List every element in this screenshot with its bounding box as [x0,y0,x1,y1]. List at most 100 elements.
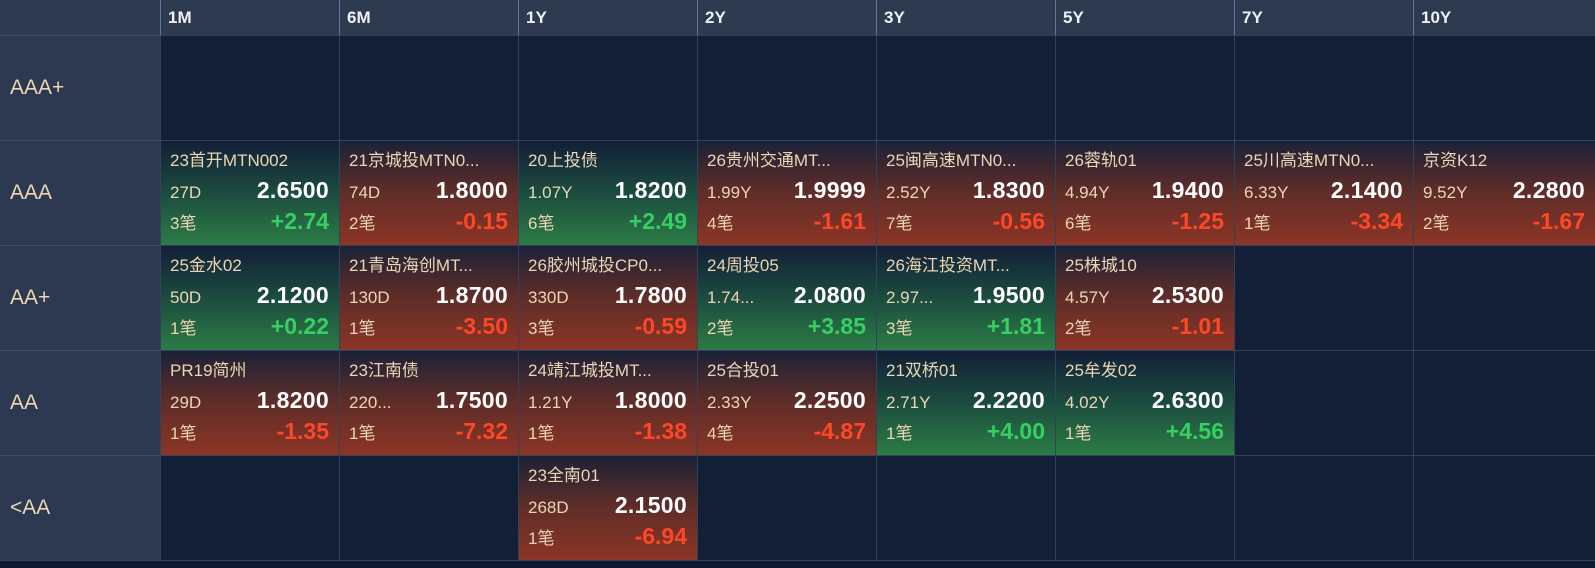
trade-count: 1笔 [349,424,376,443]
bond-cell[interactable]: 26胶州城投CP0... 330D 1.7800 3笔 -0.59 [518,245,697,350]
bond-name: 21京城投MTN0... [349,151,480,170]
bond-cell[interactable]: 23全南01 268D 2.1500 1笔 -6.94 [518,455,697,560]
column-header-10y: 10Y [1413,0,1595,35]
bond-change-line: 1笔 -1.35 [170,418,329,449]
trade-count: 1笔 [349,319,376,338]
change-value: -1.01 [1171,313,1224,339]
bond-cell[interactable]: 25合投01 2.33Y 2.2500 4笔 -4.87 [697,350,876,455]
bond-term: 50D [170,288,202,307]
bond-cell[interactable]: 21京城投MTN0... 74D 1.8000 2笔 -0.15 [339,140,518,245]
bond-cell[interactable]: 24靖江城投MT... 1.21Y 1.8000 1笔 -1.38 [518,350,697,455]
bond-cell[interactable]: 京资K12 9.52Y 2.2800 2笔 -1.67 [1413,140,1595,245]
bond-change-line: 1笔 -1.38 [528,418,687,449]
bond-yield-value: 1.9400 [1151,177,1224,203]
trade-count: 6笔 [1065,214,1092,233]
bond-change-line: 2笔 -0.15 [349,208,508,239]
empty-cell [160,455,339,560]
trade-count: 1笔 [1244,214,1271,233]
trade-count: 1笔 [528,424,555,443]
bond-value-line: 2.97... 1.9500 [886,282,1045,313]
trade-count: 3笔 [170,214,197,233]
bond-cell[interactable]: 23江南债 220... 1.7500 1笔 -7.32 [339,350,518,455]
bond-cell[interactable]: 24周投05 1.74... 2.0800 2笔 +3.85 [697,245,876,350]
bond-change-line: 2笔 -1.67 [1423,208,1585,239]
trade-count: 7笔 [886,214,913,233]
trade-count: 1笔 [1065,424,1092,443]
bond-cell[interactable]: 20上投债 1.07Y 1.8200 6笔 +2.49 [518,140,697,245]
bond-name: 24靖江城投MT... [528,361,652,380]
empty-cell [160,35,339,140]
bond-value-line: 1.07Y 1.8200 [528,177,687,208]
trade-count: 1笔 [170,319,197,338]
bond-name: 24周投05 [707,256,779,275]
bond-yield-value: 2.2800 [1512,177,1585,203]
bond-yield-value: 2.1500 [614,492,687,518]
trade-count: 2笔 [1423,214,1450,233]
bond-cell[interactable]: 26贵州交通MT... 1.99Y 1.9999 4笔 -1.61 [697,140,876,245]
bond-change-line: 7笔 -0.56 [886,208,1045,239]
bond-change-line: 1笔 +4.56 [1065,418,1224,449]
trade-count: 1笔 [886,424,913,443]
bond-name: 26蓉轨01 [1065,151,1137,170]
bond-value-line: 130D 1.8700 [349,282,508,313]
bond-cell[interactable]: 25川高速MTN0... 6.33Y 2.1400 1笔 -3.34 [1234,140,1413,245]
bond-yield-value: 2.2500 [793,387,866,413]
bond-name: 23首开MTN002 [170,151,289,170]
bond-change-line: 4笔 -4.87 [707,418,866,449]
bond-cell[interactable]: 25闽高速MTN0... 2.52Y 1.8300 7笔 -0.56 [876,140,1055,245]
bond-cell[interactable]: 26蓉轨01 4.94Y 1.9400 6笔 -1.25 [1055,140,1234,245]
bond-yield-value: 2.5300 [1151,282,1224,308]
empty-cell [1234,350,1413,455]
bond-cell[interactable]: 26海江投资MT... 2.97... 1.9500 3笔 +1.81 [876,245,1055,350]
bond-yield-value: 2.1400 [1330,177,1403,203]
bond-name: 26贵州交通MT... [707,151,831,170]
bond-term: 27D [170,183,202,202]
bond-change-line: 1笔 -6.94 [528,523,687,554]
change-value: +1.81 [986,313,1045,339]
change-value: +4.56 [1165,418,1224,444]
bond-term: 1.07Y [528,183,573,202]
empty-cell [1234,35,1413,140]
bond-cell[interactable]: 21青岛海创MT... 130D 1.8700 1笔 -3.50 [339,245,518,350]
empty-cell [1413,245,1595,350]
change-value: -1.35 [276,418,329,444]
empty-cell [1413,350,1595,455]
empty-cell [1413,455,1595,560]
bond-change-line: 3笔 +1.81 [886,313,1045,344]
bond-name: 26胶州城投CP0... [528,256,663,275]
bond-term: 2.52Y [886,183,931,202]
bond-change-line: 2笔 +3.85 [707,313,866,344]
bond-cell[interactable]: 21双桥01 2.71Y 2.2200 1笔 +4.00 [876,350,1055,455]
bond-yield-value: 2.2200 [972,387,1045,413]
empty-cell [339,35,518,140]
empty-cell [876,455,1055,560]
trade-count: 2笔 [349,214,376,233]
change-value: +0.22 [270,313,329,339]
bond-term: 9.52Y [1423,183,1468,202]
bond-value-line: 1.74... 2.0800 [707,282,866,313]
bond-value-line: 1.21Y 1.8000 [528,387,687,418]
column-header-3y: 3Y [876,0,1055,35]
bond-name: 25株城10 [1065,256,1137,275]
row-label: <AA [0,455,160,560]
bond-change-line: 2笔 -1.01 [1065,313,1224,344]
change-value: -6.94 [634,523,687,549]
bond-change-line: 6笔 +2.49 [528,208,687,239]
bond-cell[interactable]: PR19简州 29D 1.8200 1笔 -1.35 [160,350,339,455]
bond-cell[interactable]: 25株城10 4.57Y 2.5300 2笔 -1.01 [1055,245,1234,350]
trade-count: 1笔 [528,529,555,548]
bond-name: 25金水02 [170,256,242,275]
bond-cell[interactable]: 25金水02 50D 2.1200 1笔 +0.22 [160,245,339,350]
bond-yield-value: 1.8000 [435,177,508,203]
trade-count: 4笔 [707,214,734,233]
change-value: -1.25 [1171,208,1224,234]
empty-cell [1413,35,1595,140]
bond-name: 25牟发02 [1065,361,1137,380]
bond-term: 330D [528,288,569,307]
change-value: +3.85 [807,313,866,339]
bond-term: 2.33Y [707,393,752,412]
row-label: AA [0,350,160,455]
bond-cell[interactable]: 25牟发02 4.02Y 2.6300 1笔 +4.56 [1055,350,1234,455]
bond-cell[interactable]: 23首开MTN002 27D 2.6500 3笔 +2.74 [160,140,339,245]
